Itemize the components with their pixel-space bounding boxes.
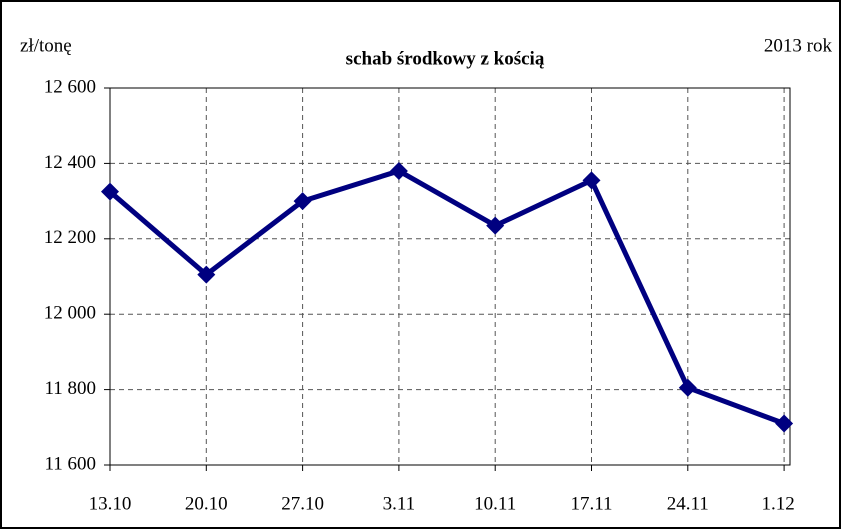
x-tick-label: 24.11 (667, 493, 709, 514)
x-tick-label: 13.10 (89, 493, 132, 514)
x-tick-label: 27.10 (281, 493, 324, 514)
marker (389, 161, 408, 180)
x-tick-label: 10.11 (474, 493, 516, 514)
marker (678, 378, 697, 397)
plot-area (109, 87, 791, 466)
y-tick-label: 12 600 (44, 76, 96, 97)
y-tick-label: 12 200 (44, 227, 96, 248)
y-tick-label: 12 000 (44, 303, 96, 324)
y-tick-label: 11 600 (44, 453, 96, 474)
annotation: 2013 rok (764, 35, 833, 56)
marker (582, 171, 601, 190)
chart-title: schab środkowy z kością (346, 48, 545, 69)
line (108, 168, 785, 426)
marker (197, 265, 216, 284)
marker (775, 414, 794, 433)
marker (101, 182, 119, 201)
x-tick-label: 3.11 (383, 493, 416, 514)
marker (486, 216, 505, 235)
y-axis-label: zł/tonę (20, 35, 72, 56)
x-tick-label: 17.11 (570, 493, 612, 514)
y-tick-label: 11 800 (44, 378, 96, 399)
y-tick-label: 12 400 (44, 152, 96, 173)
x-tick-label: 1.12 (761, 493, 794, 514)
x-tick-label: 20.10 (185, 493, 228, 514)
marker (293, 192, 312, 211)
